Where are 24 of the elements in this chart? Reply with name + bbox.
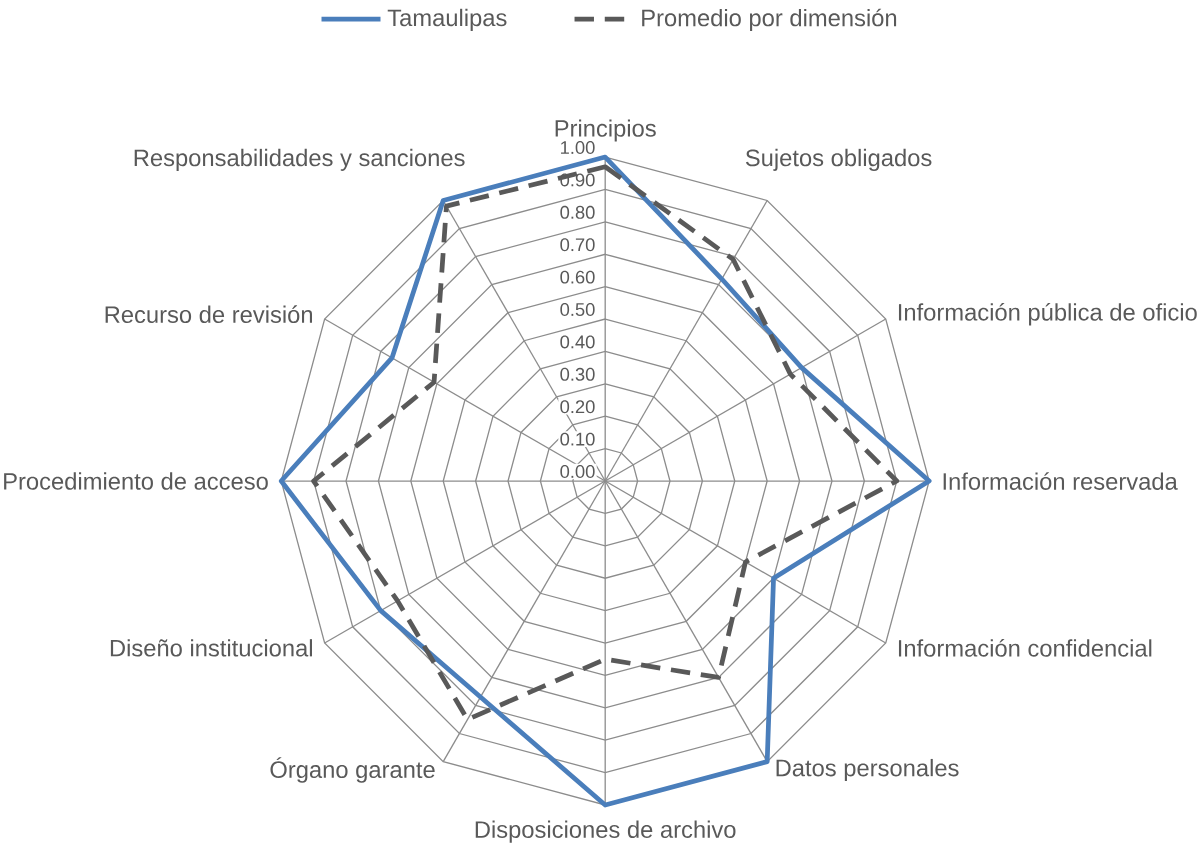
spoke-label: Sujetos obligados (745, 148, 932, 172)
y-tick-label: 1.00 (561, 141, 595, 155)
legend-label: Tamaulipas (387, 8, 507, 31)
spoke-label: Información confidencial (898, 639, 1152, 657)
y-tick-label: 0.30 (560, 367, 595, 381)
y-tick-label: 0.60 (560, 270, 595, 284)
spoke-label: Recurso de revisión (105, 305, 313, 324)
y-tick-label: 0.50 (560, 303, 595, 317)
y-tick-label: 0.80 (560, 205, 595, 219)
spoke-label: Procedimiento de acceso (4, 472, 268, 490)
spoke-label: Órgano garante (270, 757, 435, 783)
spoke-label: Diseño institucional (110, 639, 312, 657)
y-tick-label: 0.40 (560, 335, 595, 349)
spoke-label: Principios (555, 119, 656, 142)
y-tick-label: 0.70 (560, 238, 595, 252)
spoke-label: Datos personales (776, 759, 959, 782)
spoke-label: Disposiciones de archivo (475, 820, 736, 843)
y-tick-label: 0.10 (560, 432, 595, 446)
y-tick-label: 0.00 (560, 465, 595, 479)
y-tick-label: 0.20 (560, 400, 595, 414)
spoke-label: Responsabilidades y sanciones (134, 148, 465, 172)
legend-label: Promedio por dimensión (642, 8, 897, 32)
spoke-label: Información reservada (943, 472, 1178, 490)
spoke-label: Información pública de oficio (898, 303, 1197, 326)
